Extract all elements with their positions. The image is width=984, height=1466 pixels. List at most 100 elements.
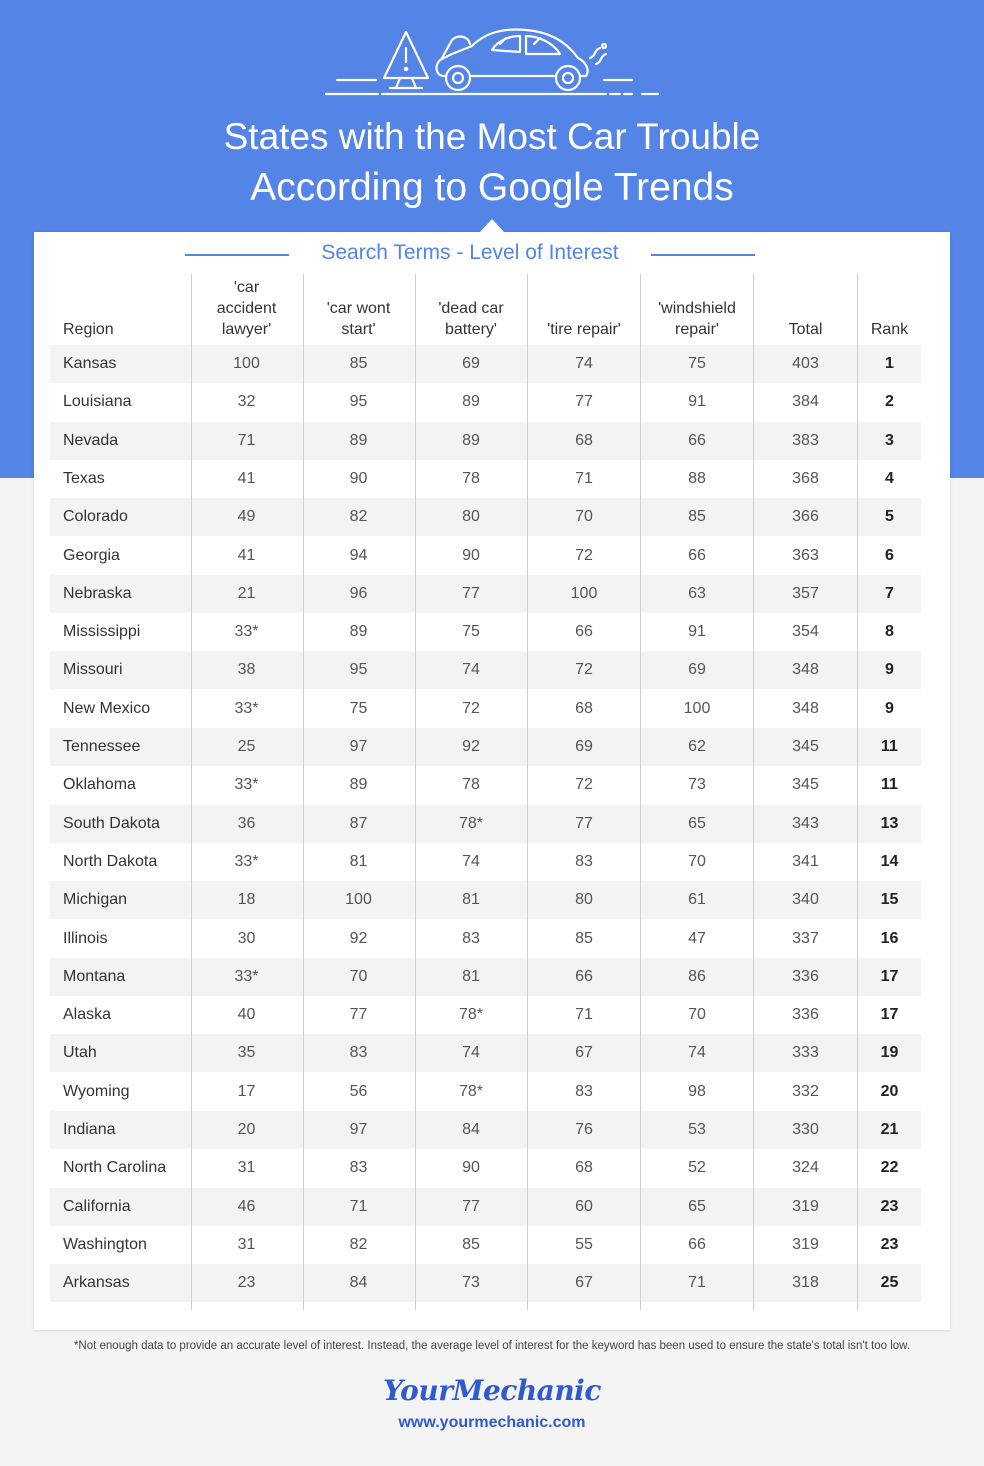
cell-windshield-repair: 71 bbox=[688, 1274, 706, 1292]
broken-down-car-icon bbox=[324, 28, 660, 96]
cell-car-wont-start: 95 bbox=[349, 661, 368, 679]
cell-rank: 13 bbox=[880, 814, 899, 832]
cell-total: 363 bbox=[792, 546, 819, 564]
cell-rank: 1 bbox=[885, 355, 894, 372]
table-row: Illinois 30 92 83 85 47 337 16 bbox=[50, 920, 921, 958]
column-divider bbox=[527, 274, 528, 1310]
cell-rank: 9 bbox=[885, 661, 894, 679]
cell-dead-car-battery: 90 bbox=[462, 1159, 480, 1177]
cell-total: 324 bbox=[792, 1159, 819, 1177]
cell-tire-repair: 69 bbox=[575, 738, 593, 755]
cell-region: Tennessee bbox=[63, 738, 141, 755]
column-header-car-accident-lawyer: 'car accident lawyer' bbox=[191, 266, 302, 340]
table-row: Nebraska 21 96 77 100 63 357 7 bbox=[50, 574, 921, 613]
cell-rank: 11 bbox=[881, 738, 898, 755]
cell-dead-car-battery: 78 bbox=[462, 469, 480, 487]
cell-rank: 20 bbox=[880, 1082, 899, 1100]
cell-windshield-repair: 62 bbox=[688, 738, 706, 755]
group-divider-right bbox=[651, 254, 755, 256]
cell-windshield-repair: 65 bbox=[688, 1197, 706, 1215]
cell-car-wont-start: 83 bbox=[349, 1159, 368, 1177]
column-divider bbox=[415, 274, 416, 1310]
cell-region: Montana bbox=[63, 967, 126, 985]
cell-tire-repair: 67 bbox=[575, 1274, 593, 1292]
cell-windshield-repair: 74 bbox=[688, 1044, 706, 1062]
cell-dead-car-battery: 78* bbox=[458, 814, 484, 832]
cell-car-wont-start: 89 bbox=[349, 623, 368, 641]
rankings-table: Region 'car accident lawyer' 'car wont s… bbox=[50, 266, 921, 1310]
cell-car-wont-start: 97 bbox=[349, 738, 368, 755]
cell-car-accident-lawyer: 33* bbox=[234, 967, 259, 985]
cell-car-accident-lawyer: 41 bbox=[237, 546, 256, 564]
cell-region: Indiana bbox=[63, 1121, 116, 1138]
cell-windshield-repair: 70 bbox=[688, 1006, 706, 1024]
cell-car-wont-start: 77 bbox=[349, 1006, 368, 1024]
cell-car-accident-lawyer: 33* bbox=[234, 623, 259, 641]
cell-rank: 15 bbox=[880, 891, 899, 909]
cell-total: 368 bbox=[792, 469, 819, 487]
cell-region: Nevada bbox=[63, 431, 119, 449]
cell-car-accident-lawyer: 20 bbox=[237, 1121, 256, 1138]
header-line: 'car wont bbox=[326, 300, 391, 317]
cell-region: Texas bbox=[63, 469, 105, 487]
cell-dead-car-battery: 89 bbox=[462, 393, 480, 411]
table-row: Colorado 49 82 80 70 85 366 5 bbox=[50, 498, 921, 537]
cell-windshield-repair: 88 bbox=[688, 469, 706, 487]
cell-total: 357 bbox=[792, 584, 819, 602]
table-row: Nevada 71 89 89 68 66 383 3 bbox=[50, 421, 921, 460]
cell-region: Illinois bbox=[63, 929, 108, 947]
table-row: Arkansas 23 84 73 67 71 318 25 bbox=[50, 1264, 921, 1303]
cell-region: Missouri bbox=[63, 661, 123, 679]
cell-dead-car-battery: 75 bbox=[462, 623, 480, 641]
cell-region: Colorado bbox=[63, 508, 128, 526]
cell-tire-repair: 100 bbox=[570, 584, 598, 602]
cell-total: 383 bbox=[792, 431, 819, 449]
group-divider-left bbox=[185, 254, 289, 256]
cell-rank: 17 bbox=[880, 967, 899, 985]
header-line: battery' bbox=[445, 321, 497, 338]
cell-car-accident-lawyer: 71 bbox=[237, 431, 256, 449]
cell-rank: 6 bbox=[885, 546, 894, 564]
cell-car-accident-lawyer: 38 bbox=[237, 661, 256, 679]
cell-dead-car-battery: 69 bbox=[462, 355, 480, 372]
header-line: start' bbox=[341, 321, 376, 338]
cell-tire-repair: 77 bbox=[575, 814, 593, 832]
column-header-region: Region bbox=[63, 321, 114, 338]
header-line: 'tire repair' bbox=[547, 321, 621, 338]
cell-tire-repair: 70 bbox=[575, 508, 593, 526]
cell-region: Louisiana bbox=[63, 393, 132, 411]
cell-car-wont-start: 89 bbox=[349, 431, 368, 449]
cell-dead-car-battery: 72 bbox=[462, 699, 480, 717]
table-row: Indiana 20 97 84 76 53 330 21 bbox=[50, 1111, 921, 1149]
cell-total: 343 bbox=[792, 814, 819, 832]
cell-rank: 5 bbox=[885, 508, 894, 526]
table-row: Kansas 100 85 69 74 75 403 1 bbox=[50, 345, 921, 383]
cell-tire-repair: 83 bbox=[575, 1082, 593, 1100]
header-line: 'dead car bbox=[438, 300, 504, 317]
cell-rank: 22 bbox=[880, 1159, 899, 1177]
cell-windshield-repair: 61 bbox=[688, 891, 706, 909]
column-divider bbox=[857, 274, 858, 1310]
cell-car-accident-lawyer: 32 bbox=[237, 393, 256, 411]
cell-dead-car-battery: 73 bbox=[462, 1274, 480, 1292]
cell-tire-repair: 76 bbox=[575, 1121, 593, 1138]
cell-windshield-repair: 91 bbox=[688, 623, 706, 641]
title-pointer bbox=[480, 219, 504, 232]
cell-dead-car-battery: 74 bbox=[462, 852, 480, 870]
cell-rank: 7 bbox=[885, 584, 894, 602]
page-title-line-2: According to Google Trends bbox=[250, 166, 734, 209]
cell-total: 384 bbox=[792, 393, 819, 411]
cell-car-accident-lawyer: 49 bbox=[237, 508, 256, 526]
brand-url[interactable]: www.yourmechanic.com bbox=[398, 1414, 586, 1431]
cell-windshield-repair: 73 bbox=[688, 776, 706, 794]
brand-logo[interactable]: YourMechanic bbox=[383, 1374, 601, 1407]
cell-dead-car-battery: 78 bbox=[462, 776, 480, 794]
cell-tire-repair: 60 bbox=[575, 1197, 593, 1215]
cell-windshield-repair: 66 bbox=[688, 546, 706, 564]
cell-rank: 23 bbox=[880, 1197, 899, 1215]
cell-car-wont-start: 81 bbox=[349, 852, 368, 870]
cell-total: 345 bbox=[792, 776, 819, 794]
table-row: Tennessee 25 97 92 69 62 345 11 bbox=[50, 728, 921, 766]
cell-dead-car-battery: 84 bbox=[462, 1121, 480, 1138]
cell-rank: 19 bbox=[880, 1044, 899, 1062]
